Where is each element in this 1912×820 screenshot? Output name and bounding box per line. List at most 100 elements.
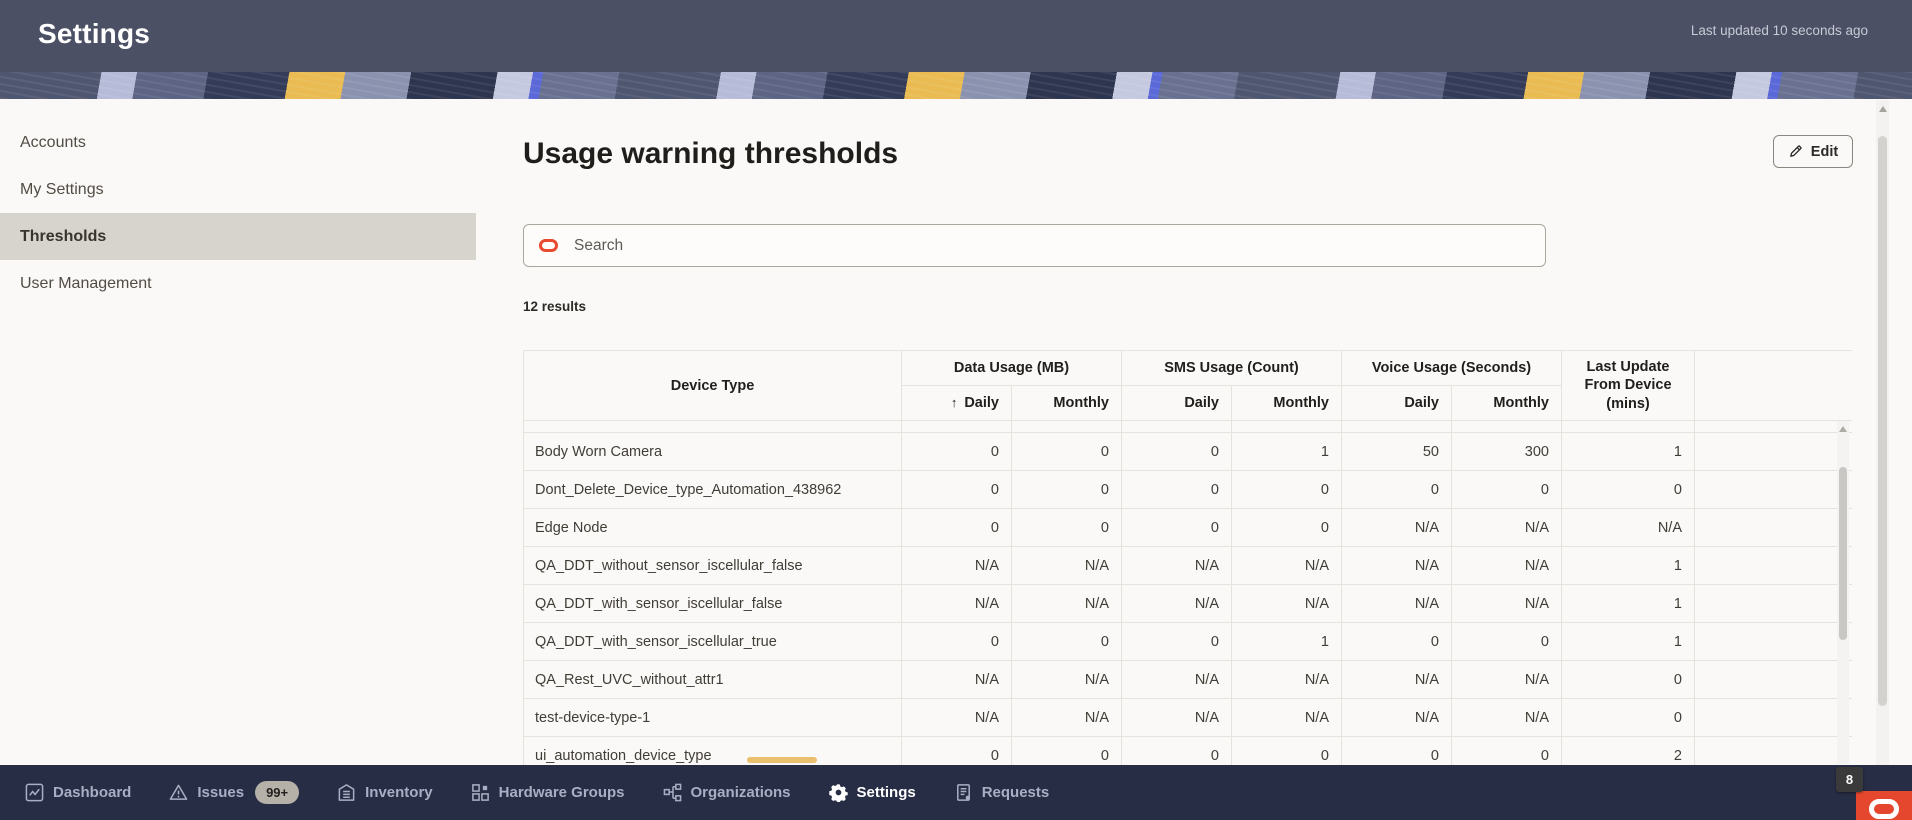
pencil-icon (1788, 144, 1803, 159)
value-cell: 0 (1451, 736, 1562, 765)
sidebar-item-user-management[interactable]: User Management (0, 260, 476, 307)
table-row[interactable]: QA_DDT_with_sensor_iscellular_false N/A … (523, 584, 1852, 623)
value-cell: 0 (901, 736, 1012, 765)
value-cell: 0 (1121, 508, 1232, 547)
value-cell: N/A (901, 546, 1012, 585)
value-cell: N/A (901, 660, 1012, 699)
thresholds-table: Device Type Data Usage (MB) SMS Usage (C… (523, 350, 1852, 765)
value-cell: 0 (1341, 470, 1452, 509)
value-cell: 50 (1341, 432, 1452, 471)
column-header-sms-daily[interactable]: Daily (1121, 385, 1232, 421)
search-input[interactable] (574, 225, 1545, 266)
oracle-chat-icon (1869, 799, 1899, 819)
value-cell: N/A (1121, 584, 1232, 623)
page-title: Settings (38, 18, 151, 49)
oracle-ring-icon (539, 239, 558, 252)
value-cell: N/A (1451, 698, 1562, 737)
nav-item-organizations[interactable]: Organizations (663, 783, 791, 802)
value-cell: 1 (1561, 432, 1695, 471)
value-cell: 0 (1341, 622, 1452, 661)
page-scroll-up-arrow-icon[interactable] (1878, 106, 1887, 112)
value-cell: N/A (901, 584, 1012, 623)
value-cell: N/A (1231, 698, 1342, 737)
value-cell: 1 (1231, 432, 1342, 471)
table-row[interactable]: QA_DDT_with_sensor_iscellular_true 0 0 0… (523, 622, 1852, 661)
value-cell: 0 (1011, 622, 1122, 661)
value-cell: 0 (1451, 470, 1562, 509)
value-cell: 0 (1011, 470, 1122, 509)
value-cell: N/A (1451, 508, 1562, 547)
value-cell: 0 (901, 432, 1012, 471)
value-cell: 0 (1561, 660, 1695, 699)
column-header-voice-monthly[interactable]: Monthly (1451, 385, 1562, 421)
filler-cell (1694, 432, 1852, 471)
scroll-up-arrow-icon[interactable] (1839, 426, 1847, 432)
device-type-cell: ui_automation_device_type (523, 736, 902, 765)
issues-count-badge: 99+ (255, 781, 300, 804)
filler-cell (1694, 698, 1852, 737)
table-scrollbar-thumb[interactable] (1839, 467, 1847, 640)
inventory-icon (337, 783, 356, 802)
device-type-cell: QA_DDT_with_sensor_iscellular_true (523, 622, 902, 661)
value-cell: N/A (1561, 508, 1695, 547)
nav-item-requests[interactable]: Requests (954, 783, 1049, 802)
chat-launcher-button[interactable] (1856, 791, 1912, 820)
value-cell: 1 (1561, 622, 1695, 661)
value-cell: N/A (1341, 698, 1452, 737)
value-cell: 0 (1231, 470, 1342, 509)
value-cell: N/A (1451, 584, 1562, 623)
column-header-sms-monthly[interactable]: Monthly (1231, 385, 1342, 421)
filler-cell (1694, 736, 1852, 765)
issues-icon (169, 783, 188, 802)
sidebar-item-my-settings[interactable]: My Settings (0, 166, 476, 213)
search-box (523, 224, 1546, 267)
table-body: Body Worn Camera 0 0 0 1 50 300 1 Dont_D… (523, 420, 1852, 765)
table-horizontal-scrollbar-thumb[interactable] (747, 757, 817, 763)
value-cell: N/A (1341, 660, 1452, 699)
value-cell: 1 (1561, 584, 1695, 623)
value-cell: 0 (1011, 736, 1122, 765)
nav-item-dashboard[interactable]: Dashboard (25, 783, 131, 802)
nav-item-hardware-groups[interactable]: Hardware Groups (471, 783, 625, 802)
value-cell: 0 (1121, 622, 1232, 661)
nav-item-issues[interactable]: Issues 99+ (169, 781, 300, 804)
sidebar: Accounts My Settings Thresholds User Man… (0, 99, 476, 765)
value-cell: 0 (1561, 698, 1695, 737)
page-vertical-scrollbar[interactable] (1876, 100, 1889, 765)
column-header-last-update[interactable]: Last Update From Device (mins) (1561, 350, 1695, 421)
nav-item-settings[interactable]: Settings (828, 783, 916, 802)
value-cell: 0 (901, 508, 1012, 547)
column-header-voice-daily[interactable]: Daily (1341, 385, 1452, 421)
value-cell: 0 (1231, 508, 1342, 547)
column-header-device-type[interactable]: Device Type (523, 350, 902, 421)
value-cell: N/A (1231, 584, 1342, 623)
device-type-cell: test-device-type-1 (523, 698, 902, 737)
table-row[interactable]: ui_automation_device_type 0 0 0 0 0 0 2 (523, 736, 1852, 765)
sidebar-item-label: Thresholds (20, 227, 107, 245)
value-cell: N/A (1231, 660, 1342, 699)
device-type-cell: Dont_Delete_Device_type_Automation_43896… (523, 470, 902, 509)
column-header-data-daily[interactable]: ↑ Daily (901, 385, 1012, 421)
table-row[interactable]: QA_DDT_without_sensor_iscellular_false N… (523, 546, 1852, 585)
value-cell: N/A (1451, 546, 1562, 585)
column-header-data-monthly[interactable]: Monthly (1011, 385, 1122, 421)
page-scrollbar-thumb[interactable] (1878, 136, 1887, 706)
table-row[interactable]: Body Worn Camera 0 0 0 1 50 300 1 (523, 432, 1852, 471)
table-row[interactable]: test-device-type-1 N/A N/A N/A N/A N/A N… (523, 698, 1852, 737)
results-count: 12 results (523, 299, 587, 314)
value-cell: N/A (1011, 698, 1122, 737)
table-row[interactable]: Edge Node 0 0 0 0 N/A N/A N/A (523, 508, 1852, 547)
nav-item-inventory[interactable]: Inventory (337, 783, 433, 802)
value-cell: 300 (1451, 432, 1562, 471)
bottom-nav: Dashboard Issues 99+ Inventory Hardware … (0, 765, 1912, 820)
sidebar-item-accounts[interactable]: Accounts (0, 119, 476, 166)
table-row[interactable]: QA_Rest_UVC_without_attr1 N/A N/A N/A N/… (523, 660, 1852, 699)
value-cell: N/A (1121, 660, 1232, 699)
value-cell: 0 (1121, 432, 1232, 471)
value-cell: 0 (1011, 432, 1122, 471)
settings-icon (828, 783, 848, 802)
table-vertical-scrollbar[interactable] (1837, 421, 1849, 764)
edit-button[interactable]: Edit (1773, 135, 1853, 168)
table-row[interactable]: Dont_Delete_Device_type_Automation_43896… (523, 470, 1852, 509)
sidebar-item-thresholds[interactable]: Thresholds (0, 213, 476, 260)
